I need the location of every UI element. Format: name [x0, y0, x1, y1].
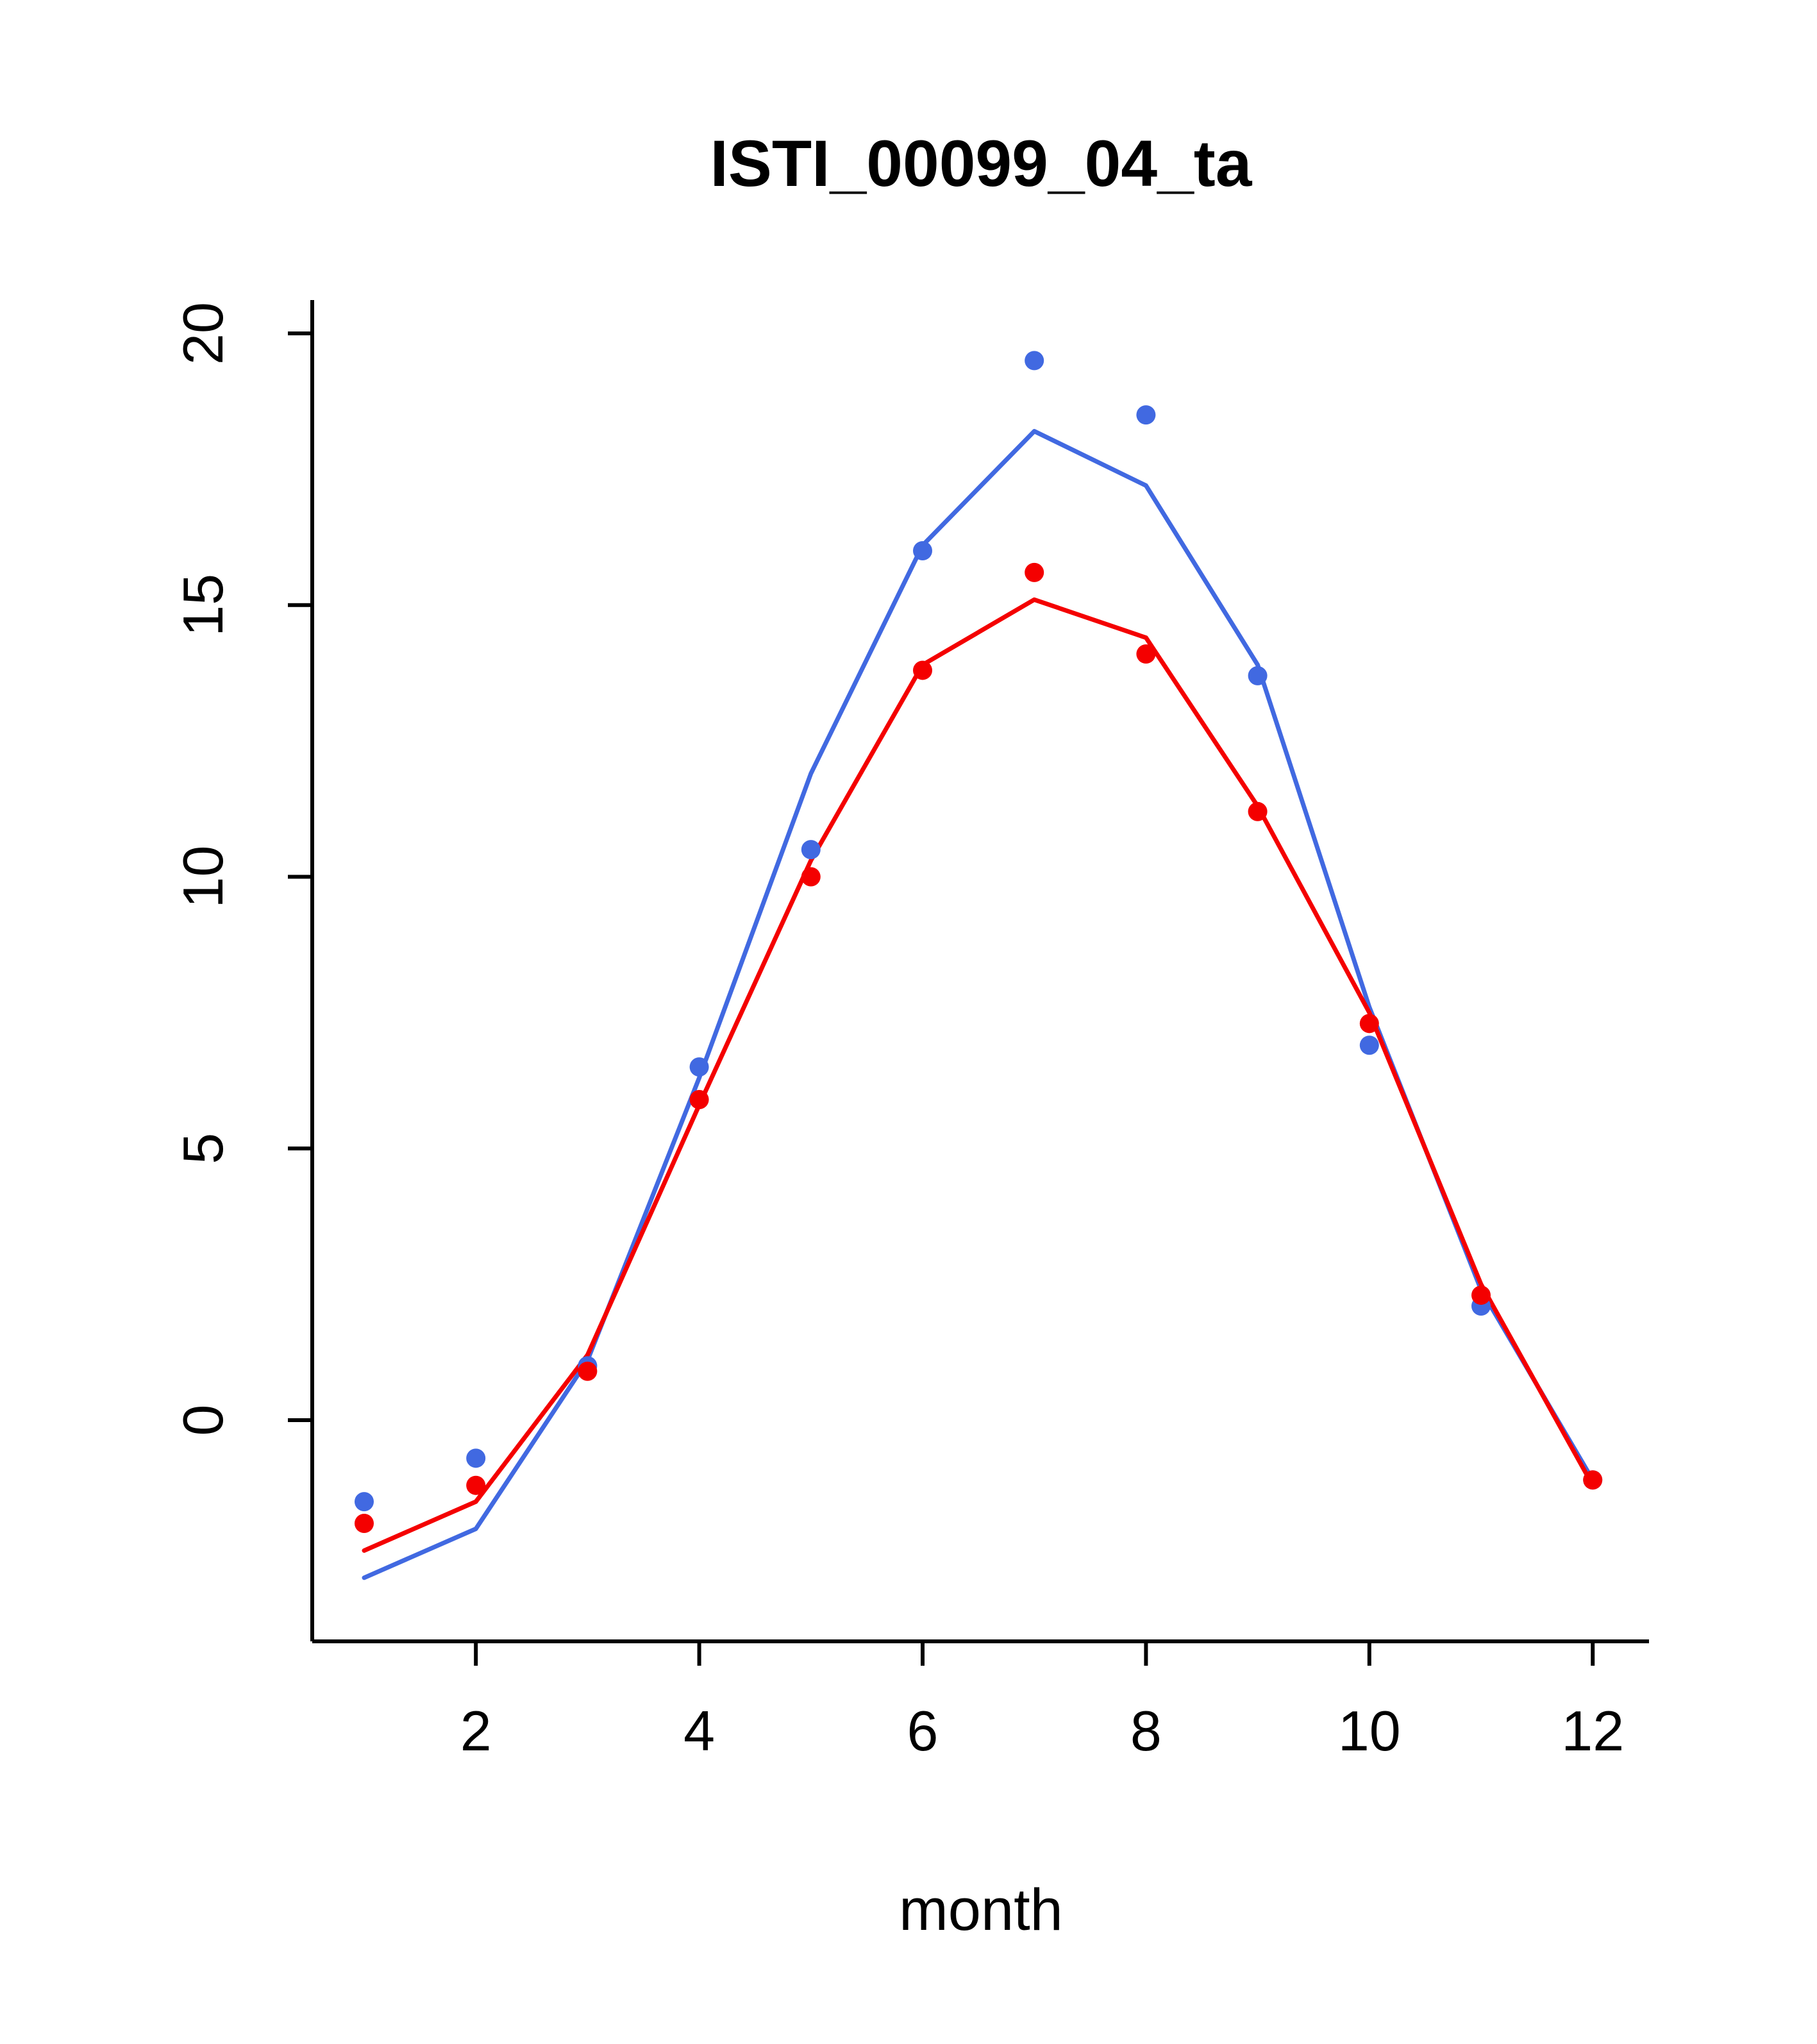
red-points-point — [466, 1475, 486, 1495]
blue-points-point — [913, 541, 932, 560]
x-tick-label: 2 — [460, 1699, 492, 1763]
red-line — [362, 597, 1595, 1553]
y-tick-label: 5 — [171, 1133, 235, 1164]
red-points-point — [1025, 562, 1044, 582]
red-points-point — [1583, 1470, 1603, 1490]
blue-points-point — [1248, 666, 1268, 685]
red-points-point — [1136, 644, 1156, 664]
blue-points-point — [1025, 351, 1044, 371]
x-tick-label: 12 — [1561, 1699, 1624, 1763]
blue-points-point — [801, 840, 821, 860]
red-points-point — [1248, 801, 1268, 821]
blue-points-point — [689, 1057, 709, 1077]
y-tick-label: 15 — [171, 574, 235, 637]
chart-title: ISTI_00099_04_ta — [710, 127, 1253, 200]
axes: 0 5 10 15 20 2 4 6 8 10 12 — [171, 300, 1649, 1763]
red-points-point — [1471, 1286, 1491, 1305]
y-tick-label: 10 — [171, 846, 235, 909]
red-points-point — [1359, 1014, 1379, 1034]
x-tick-label: 8 — [1130, 1699, 1162, 1763]
red-points-point — [801, 867, 821, 887]
x-tick-label: 6 — [907, 1699, 939, 1763]
blue-points-point — [1359, 1035, 1379, 1055]
x-tick-label: 4 — [683, 1699, 715, 1763]
y-tick-label: 20 — [171, 302, 235, 365]
blue-points-point — [1136, 405, 1156, 425]
series-layer — [355, 351, 1603, 1580]
red-points-point — [913, 660, 932, 680]
red-points-point — [689, 1089, 709, 1109]
y-tick-label: 0 — [171, 1405, 235, 1436]
x-tick-label: 10 — [1338, 1699, 1401, 1763]
blue-points-point — [355, 1492, 374, 1512]
x-axis-label: month — [899, 1877, 1063, 1943]
blue-points-point — [466, 1448, 486, 1468]
red-points-point — [578, 1361, 598, 1381]
red-points-point — [355, 1514, 374, 1534]
